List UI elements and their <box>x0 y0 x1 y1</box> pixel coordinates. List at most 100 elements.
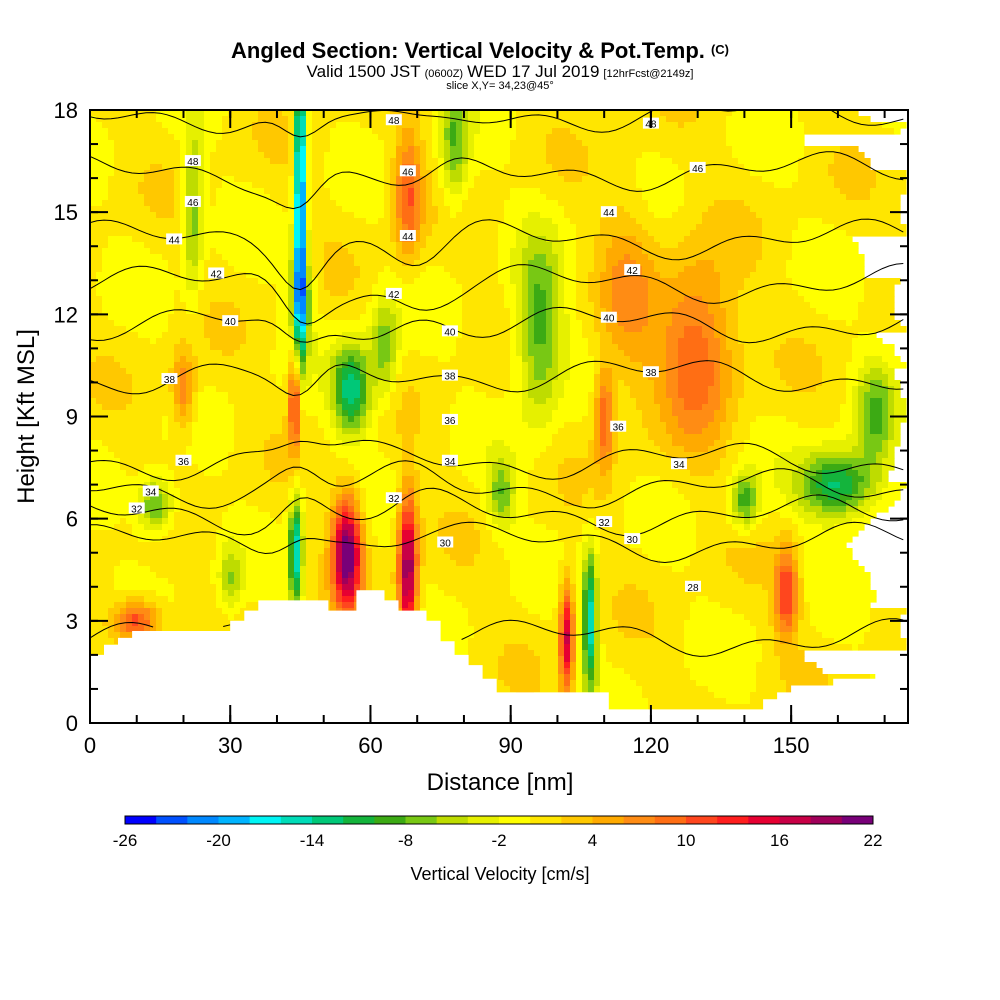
velocity-cell <box>648 704 793 711</box>
velocity-cell <box>396 602 403 609</box>
velocity-cell <box>558 590 565 597</box>
velocity-cell <box>546 152 589 159</box>
velocity-cell <box>270 512 283 519</box>
x-tick-label: 0 <box>84 733 96 758</box>
velocity-cell <box>738 500 751 507</box>
velocity-cell <box>600 404 607 411</box>
velocity-cell <box>798 224 835 231</box>
velocity-cell <box>582 554 589 561</box>
velocity-cell <box>576 680 583 687</box>
velocity-cell <box>204 140 217 147</box>
velocity-cell <box>90 152 115 159</box>
velocity-cell <box>858 392 865 399</box>
velocity-cell <box>552 362 559 369</box>
velocity-cell <box>600 230 649 237</box>
velocity-cell <box>282 110 295 117</box>
velocity-cell <box>756 632 775 639</box>
velocity-cell <box>450 554 475 561</box>
velocity-cell <box>402 242 415 249</box>
velocity-cell <box>684 644 763 651</box>
velocity-cell <box>180 194 187 201</box>
theta-label-text: 38 <box>444 372 456 383</box>
velocity-cell <box>294 242 301 249</box>
velocity-cell <box>288 428 295 435</box>
velocity-cell <box>300 212 307 219</box>
velocity-cell <box>180 356 187 363</box>
velocity-cell <box>516 500 529 507</box>
velocity-cell <box>306 236 313 243</box>
velocity-cell <box>594 428 601 435</box>
velocity-cell <box>366 422 373 429</box>
velocity-cell <box>600 272 613 279</box>
velocity-cell <box>684 650 763 657</box>
velocity-cell <box>90 530 133 537</box>
velocity-cell <box>624 668 691 675</box>
velocity-cell <box>360 380 367 387</box>
velocity-cell <box>414 218 421 225</box>
velocity-cell <box>342 404 361 411</box>
velocity-cell <box>768 590 775 597</box>
velocity-cell <box>546 446 589 453</box>
velocity-cell <box>408 194 415 201</box>
velocity-cell <box>348 458 391 465</box>
velocity-cell <box>744 278 793 285</box>
velocity-cell <box>738 314 829 321</box>
velocity-cell <box>612 410 619 417</box>
velocity-cell <box>780 626 793 633</box>
velocity-cell <box>300 200 307 207</box>
velocity-cell <box>114 584 175 591</box>
velocity-cell <box>594 326 607 333</box>
velocity-cell <box>414 134 421 141</box>
velocity-cell <box>90 614 109 621</box>
velocity-cell <box>114 170 145 177</box>
velocity-cell <box>588 620 595 627</box>
velocity-cell <box>240 584 247 591</box>
velocity-cell <box>708 338 721 345</box>
velocity-cell <box>396 548 403 555</box>
velocity-cell <box>582 494 595 501</box>
velocity-cell <box>438 518 475 525</box>
velocity-cell <box>390 356 397 363</box>
velocity-cell <box>204 158 211 165</box>
velocity-cell <box>186 380 193 387</box>
velocity-cell <box>222 128 253 135</box>
velocity-cell <box>330 590 337 597</box>
velocity-cell <box>798 638 835 645</box>
velocity-cell <box>156 338 181 345</box>
velocity-cell <box>762 500 787 507</box>
velocity-cell <box>450 212 457 219</box>
velocity-cell <box>858 500 865 507</box>
velocity-cell <box>804 608 811 615</box>
velocity-cell <box>618 422 643 429</box>
velocity-cell <box>168 500 175 507</box>
velocity-cell <box>342 392 361 399</box>
velocity-cell <box>576 248 595 255</box>
velocity-cell <box>300 308 307 315</box>
velocity-cell <box>588 272 601 279</box>
velocity-cell <box>174 392 181 399</box>
velocity-cell <box>444 176 451 183</box>
velocity-cell <box>174 290 181 297</box>
velocity-cell <box>594 644 601 651</box>
velocity-cell <box>294 296 307 303</box>
velocity-cell <box>522 344 529 351</box>
velocity-cell <box>564 638 571 645</box>
velocity-cell <box>552 278 559 285</box>
velocity-cell <box>846 362 865 369</box>
velocity-cell <box>708 356 721 363</box>
velocity-cell <box>162 422 169 429</box>
velocity-cell <box>198 374 277 381</box>
velocity-cell <box>294 284 301 291</box>
velocity-cell <box>588 278 601 285</box>
velocity-cell <box>426 194 433 201</box>
velocity-cell <box>234 428 283 435</box>
velocity-cell <box>516 302 523 309</box>
velocity-cell <box>312 302 319 309</box>
velocity-cell <box>582 644 589 651</box>
velocity-cell <box>504 200 559 207</box>
velocity-cell <box>846 230 907 237</box>
velocity-cell <box>426 182 433 189</box>
velocity-cell <box>564 290 577 297</box>
colorbar-swatch <box>530 816 562 824</box>
velocity-cell <box>150 206 175 213</box>
